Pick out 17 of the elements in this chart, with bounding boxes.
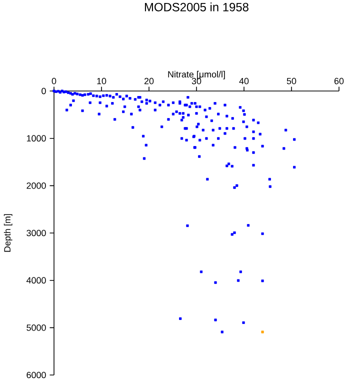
y-tick-label: 3000: [26, 230, 46, 236]
x-tick-label: 60: [334, 78, 344, 84]
y-axis-title: Depth [m]: [4, 214, 12, 252]
x-tick-label: 20: [144, 78, 154, 84]
y-tick-label: 6000: [26, 372, 46, 378]
x-axis-title: Nitrate [μmol/l]: [168, 70, 225, 80]
y-tick-label: 4000: [26, 277, 46, 284]
x-tick-label: 50: [286, 78, 296, 84]
y-tick-label: 2000: [26, 182, 46, 189]
chart-title: MODS2005 in 1958: [144, 2, 248, 12]
x-tick-label: 30: [192, 78, 202, 84]
y-tick-label: 0: [42, 88, 46, 94]
y-tick-label: 1000: [26, 135, 46, 142]
x-tick-label: 0: [52, 78, 56, 84]
x-tick-label: 10: [97, 78, 106, 84]
x-tick-label: 40: [239, 78, 249, 84]
y-tick-label: 5000: [26, 324, 46, 331]
